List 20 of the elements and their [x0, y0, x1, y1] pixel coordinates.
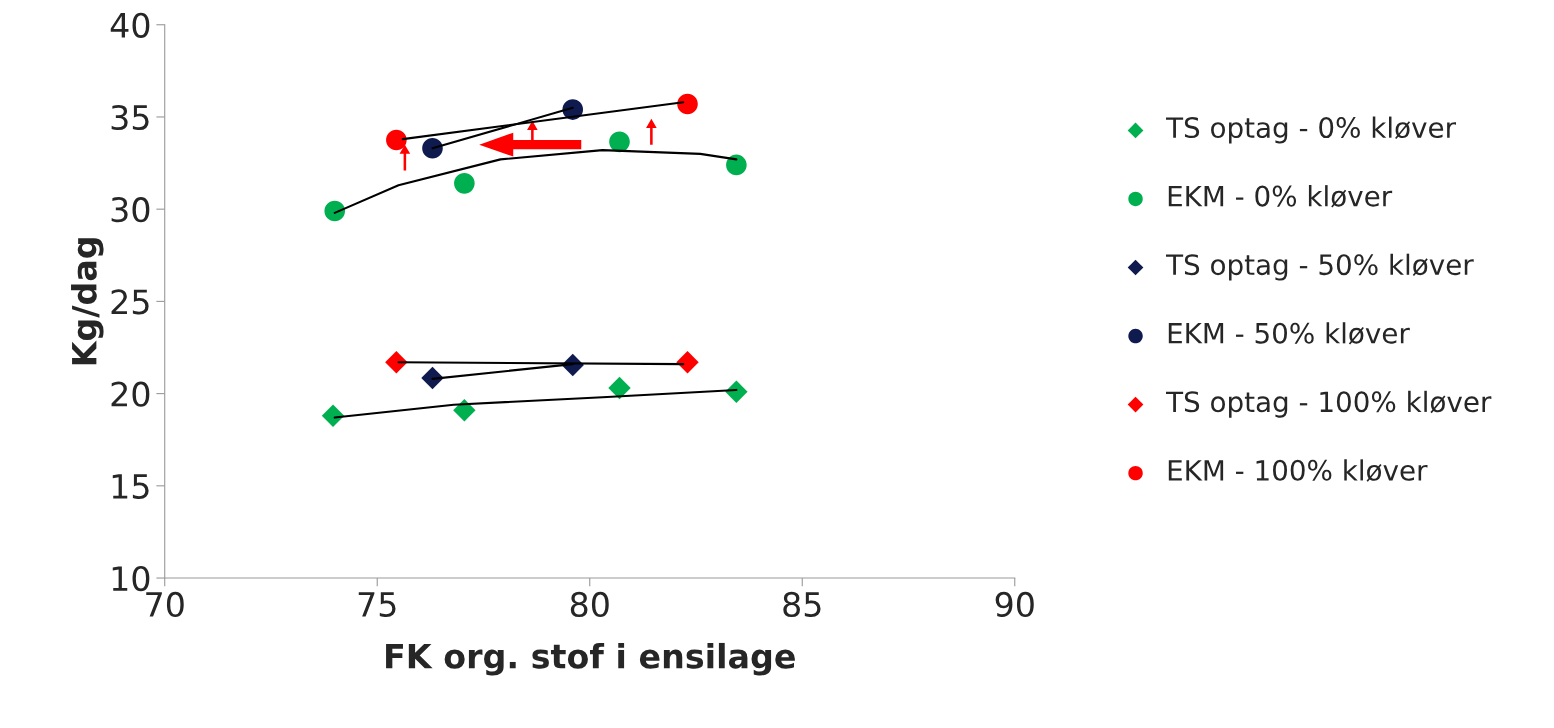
legend-label: TS optag - 50% kløver	[1166, 253, 1474, 281]
x-tick-label: 70	[146, 591, 184, 618]
legend-label: EKM - 50% kløver	[1168, 322, 1410, 345]
legend-label: EKM - 0% kløver	[1168, 185, 1393, 208]
y-tick-label: 30	[111, 197, 150, 223]
y-tick-label: 25	[111, 289, 149, 315]
y-tick-label: 15	[112, 474, 149, 499]
legend-label: EKM - 100% kløver	[1168, 459, 1428, 482]
legend-label: TS optag - 100% kløver	[1166, 390, 1492, 418]
y-tick-label: 20	[111, 381, 150, 407]
x-tick-label: 75	[358, 592, 396, 618]
y-tick-label: 40	[110, 12, 150, 38]
x-tick-label: 90	[995, 591, 1034, 618]
legend-label: TS optag - 0% kløver	[1166, 116, 1457, 144]
y-tick-label: 35	[111, 104, 149, 131]
x-axis-title: FK org. stof i ensilage	[386, 642, 795, 676]
x-tick-label: 80	[570, 591, 609, 618]
y-tick-label: 10	[112, 565, 150, 592]
y-axis-title: Kg/dag	[71, 238, 104, 365]
x-tick-label: 85	[783, 591, 821, 618]
